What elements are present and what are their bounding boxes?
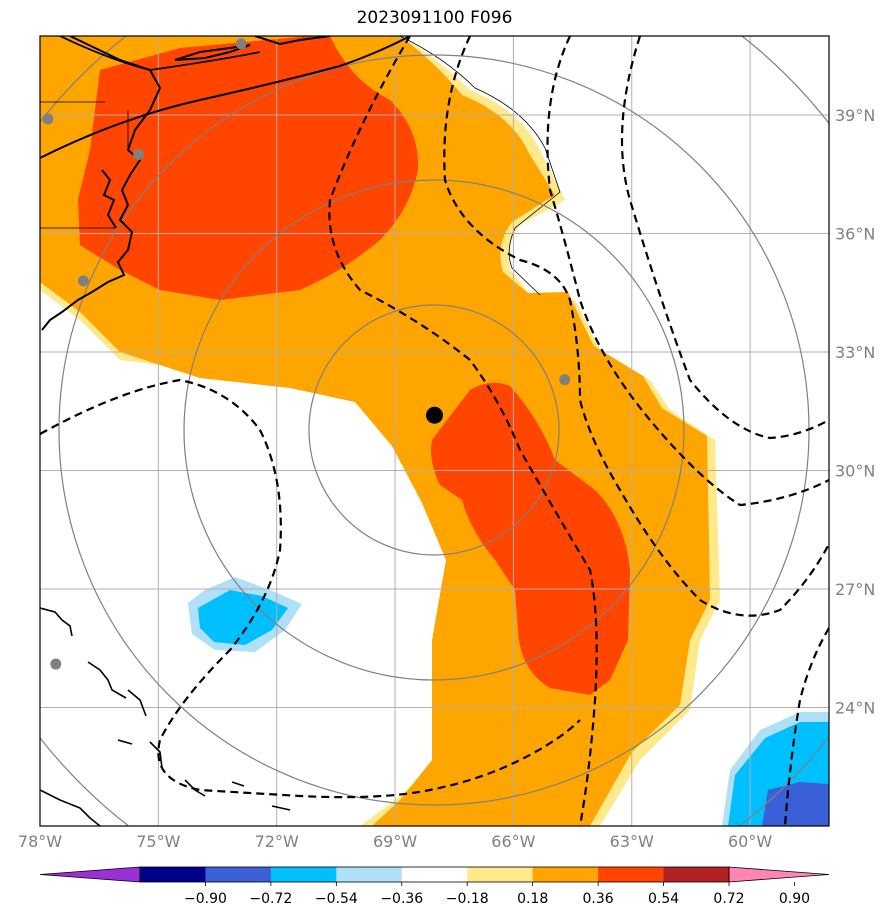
colorbar-segment <box>663 867 730 882</box>
colorbar-tick-label: 0.18 <box>517 891 548 907</box>
lat-tick-label: 39°N <box>835 106 875 125</box>
range-ring-1 <box>308 304 560 556</box>
front-line <box>40 36 411 159</box>
colorbar-segment <box>532 867 599 882</box>
station-marker <box>42 113 54 125</box>
red-core-south <box>431 382 630 695</box>
bahamas-2 <box>127 689 147 717</box>
contour-3 <box>546 36 829 507</box>
lon-tick-label: 63°W <box>610 832 654 851</box>
lat-tick-label: 27°N <box>835 580 875 599</box>
colorbar-tick-label: 0.72 <box>713 891 744 907</box>
lat-tick-label: 33°N <box>835 343 875 362</box>
small-islands-1 <box>117 739 133 745</box>
new-england <box>254 36 331 46</box>
contour-2 <box>443 36 829 617</box>
shading-outline <box>52 36 561 296</box>
contour-4 <box>620 36 829 440</box>
station-marker <box>559 374 571 386</box>
colorbar: −0.90 −0.72 −0.54 −0.36 −0.18 0.18 0.36 0.54 0.7… <box>39 866 830 907</box>
map-title: 2023091100 F096 <box>356 8 513 28</box>
us-east-coast <box>41 36 162 331</box>
colorbar-tick-label: −0.36 <box>380 891 423 907</box>
gridlines <box>40 36 829 826</box>
colorbar-extend-low <box>39 866 141 883</box>
colorbar-segment <box>467 867 534 882</box>
plot-frame <box>39 35 830 827</box>
storm-center-marker <box>426 406 443 424</box>
cuba-hispaniola <box>40 789 101 826</box>
lon-tick-label: 66°W <box>491 832 535 851</box>
state-borders <box>40 101 129 229</box>
colorbar-frame <box>139 866 730 883</box>
contour-5 <box>40 378 581 799</box>
lon-tick-label: 60°W <box>728 832 772 851</box>
sky-blue-cell <box>198 590 288 645</box>
southeast-royal-blue <box>762 782 829 826</box>
colorbar-tick-label: −0.54 <box>315 891 358 907</box>
lat-tick-label: 36°N <box>835 225 875 244</box>
front-line-2 <box>59 36 261 71</box>
small-islands-2 <box>149 741 163 769</box>
long-island <box>174 44 251 61</box>
colorbar-segment <box>598 867 665 882</box>
range-ring-2 <box>183 179 685 681</box>
lat-tick-label: 24°N <box>835 699 875 718</box>
dashed-contours <box>40 36 829 826</box>
lon-tick-label: 75°W <box>136 832 180 851</box>
stations <box>42 38 571 670</box>
contour-6 <box>783 627 829 826</box>
colorbar-tick-label: 0.90 <box>779 891 810 907</box>
colorbar-segment <box>205 867 272 882</box>
lon-tick-label: 72°W <box>255 832 299 851</box>
negative-shading <box>188 577 829 826</box>
colorbar-segment <box>140 867 206 882</box>
small-islands-4 <box>231 781 245 787</box>
colorbar-tick-label: −0.90 <box>184 891 227 907</box>
bahamas-1 <box>87 661 127 699</box>
station-marker <box>50 658 62 670</box>
florida-east <box>40 607 73 637</box>
station-marker <box>77 275 89 287</box>
colorbar-tick-label: −0.18 <box>446 891 489 907</box>
colorbar-segment <box>401 867 468 882</box>
lon-tick-label: 78°W <box>18 832 62 851</box>
colorbar-tick-label: 0.54 <box>648 891 679 907</box>
colorbar-tick-label: −0.72 <box>249 891 292 907</box>
chesapeake <box>101 169 117 229</box>
lat-tick-label: 30°N <box>835 462 875 481</box>
longitude-labels: 78°W 75°W 72°W 69°W 66°W 63°W 60°W <box>18 832 772 851</box>
station-marker <box>133 149 145 160</box>
contour-1 <box>328 36 598 826</box>
colorbar-segment <box>270 867 337 882</box>
lon-tick-label: 69°W <box>373 832 417 851</box>
colorbar-segment <box>336 867 403 882</box>
colorbar-tick-label: 0.36 <box>583 891 614 907</box>
station-marker <box>235 38 247 50</box>
latitude-labels: 24°N 27°N 30°N 33°N 36°N 39°N <box>835 106 875 718</box>
colorbar-extend-high <box>728 866 830 883</box>
small-islands-5 <box>271 805 291 811</box>
